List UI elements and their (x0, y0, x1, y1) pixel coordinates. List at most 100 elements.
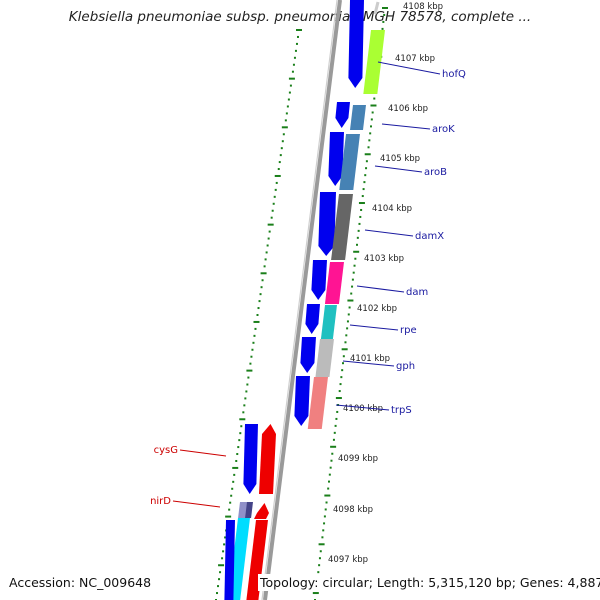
gene-label-rpe[interactable]: rpe (400, 325, 417, 336)
gene-label-aroB[interactable]: aroB (424, 167, 447, 178)
genome-stats-text: Topology: circular; Length: 5,315,120 bp… (258, 574, 600, 591)
inner-minor-tick (350, 292, 353, 295)
gene-label-nirD[interactable]: nirD (150, 496, 171, 507)
outer-major-tick (253, 320, 260, 323)
outer-minor-tick (221, 557, 224, 560)
outer-minor-tick (295, 42, 298, 45)
kbp-label: 4108 kbp (403, 2, 443, 12)
gene-label-leader (356, 285, 405, 293)
outer-minor-tick (265, 251, 268, 254)
outer-minor-tick (289, 84, 292, 87)
gene-block-damX[interactable] (331, 194, 353, 260)
gene-labels: hofQ aroK aroB damX dam rpe gph trpS cysG nirD (150, 61, 466, 508)
outer-minor-tick (216, 592, 219, 595)
outer-tick-track (215, 29, 302, 600)
outer-major-tick (296, 29, 302, 31)
inner-major-tick (330, 445, 337, 448)
outer-minor-tick (285, 112, 288, 115)
outer-minor-tick (246, 383, 249, 386)
inner-minor-tick (352, 271, 355, 274)
inner-major-tick (347, 299, 354, 302)
inner-minor-tick (356, 243, 358, 246)
gene-label-dam[interactable]: dam (406, 287, 428, 298)
cds-arrow[interactable] (294, 376, 310, 426)
inner-minor-tick (339, 383, 342, 386)
inner-minor-tick (382, 20, 385, 23)
kbp-label: 4100 kbp (343, 404, 383, 414)
cds-arrow[interactable] (224, 520, 235, 600)
gene-block-small[interactable] (238, 502, 248, 518)
inner-minor-tick (356, 236, 359, 239)
inner-minor-tick (336, 410, 339, 413)
cds-arrow[interactable] (311, 260, 327, 300)
inner-minor-tick (364, 174, 367, 177)
gene-block-hofQ[interactable] (363, 30, 385, 94)
gene-label-leader (179, 449, 227, 457)
cds-arrow-minus[interactable] (254, 503, 269, 519)
inner-minor-tick (318, 557, 321, 560)
outer-minor-tick (254, 327, 257, 330)
gene-label-trpS[interactable]: trpS (391, 405, 412, 416)
inner-minor-tick (365, 160, 368, 163)
outer-major-tick (274, 174, 281, 177)
kbp-label: 4098 kbp (333, 505, 373, 515)
gene-label-damX[interactable]: damX (415, 231, 444, 242)
gene-label-aroK[interactable]: aroK (432, 124, 455, 135)
outer-minor-tick (264, 258, 267, 261)
inner-minor-tick (325, 501, 328, 504)
outer-minor-tick (223, 543, 226, 546)
inner-minor-tick (342, 362, 344, 365)
inner-major-tick (353, 250, 360, 253)
outer-major-tick (232, 466, 239, 469)
gene-block-small[interactable] (245, 502, 253, 518)
gene-block-trpS[interactable] (307, 377, 328, 429)
outer-minor-tick (253, 334, 256, 337)
outer-minor-tick (251, 348, 254, 351)
gene-block-rpe[interactable] (320, 305, 337, 339)
outer-major-tick (281, 126, 288, 129)
gene-block-aroK[interactable] (350, 105, 366, 130)
gene-label-cysG[interactable]: cysG (154, 445, 178, 456)
gene-label-hofQ[interactable]: hofQ (442, 69, 466, 80)
outer-minor-tick (233, 473, 236, 476)
outer-minor-tick (281, 140, 284, 143)
cds-arrow[interactable] (335, 102, 350, 128)
inner-minor-tick (346, 320, 349, 323)
outer-minor-tick (270, 216, 273, 219)
kbp-label: 4107 kbp (395, 54, 435, 64)
inner-minor-tick (363, 181, 366, 184)
inner-minor-tick (365, 167, 368, 170)
cds-arrow[interactable] (318, 192, 336, 256)
cds-arrow-minus[interactable] (259, 424, 276, 494)
outer-major-tick (267, 223, 274, 226)
inner-tick-track (312, 7, 388, 600)
cds-arrow[interactable] (243, 424, 258, 494)
cds-arrow[interactable] (300, 337, 316, 373)
gene-block-gph[interactable] (315, 339, 334, 377)
gene-block-aroB[interactable] (339, 134, 360, 190)
outer-minor-tick (222, 550, 225, 553)
outer-major-tick (239, 418, 246, 421)
gene-label-gph[interactable]: gph (396, 361, 415, 372)
inner-minor-tick (370, 118, 373, 121)
inner-minor-tick (351, 285, 354, 288)
outer-minor-tick (258, 300, 261, 303)
map-title: Klebsiella pneumoniae subsp. pneumoniae … (68, 9, 532, 25)
outer-minor-tick (286, 105, 289, 108)
gene-block-dam[interactable] (324, 262, 344, 304)
inner-minor-tick (341, 369, 344, 372)
inner-minor-tick (360, 208, 363, 211)
gene-label-leader (342, 360, 395, 367)
cds-arrow[interactable] (328, 132, 344, 186)
outer-minor-tick (261, 279, 264, 282)
cds-arrow[interactable] (348, 0, 364, 88)
inner-minor-tick (334, 424, 337, 427)
gene-label-leader (335, 404, 390, 411)
inner-minor-tick (358, 222, 361, 225)
outer-minor-tick (294, 49, 297, 52)
cds-arrow[interactable] (305, 304, 320, 334)
inner-minor-tick (357, 229, 360, 232)
outer-minor-tick (288, 91, 291, 94)
gene-block-nirD[interactable] (245, 520, 268, 600)
